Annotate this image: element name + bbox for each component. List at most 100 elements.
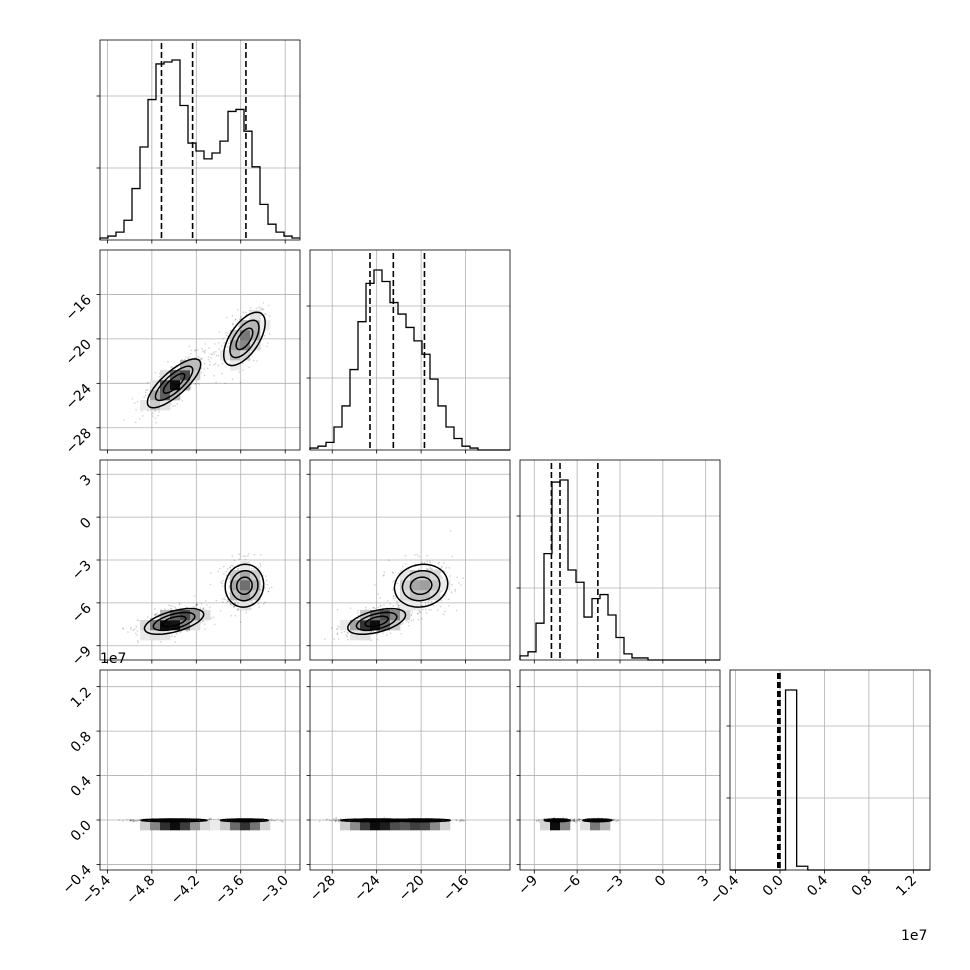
scatter-point-1-1-11 <box>218 567 221 570</box>
scatter-point-1-0-284 <box>154 613 156 616</box>
scatter-point-0-1-66 <box>225 316 228 319</box>
density-cell-0-5-4 <box>150 400 161 411</box>
scatter-point-2-1-276 <box>441 590 443 592</box>
scatter-point-0-1-40 <box>234 318 237 321</box>
scatter-point-1-1-141 <box>233 602 236 604</box>
scatter-point-4-0-178 <box>335 819 337 822</box>
scatter-point-0-0-443 <box>167 360 169 363</box>
density-p0-p3 <box>118 817 284 831</box>
scatter-point-3-1-150 <box>270 819 273 822</box>
contour-2-1-2 <box>409 576 433 596</box>
density-cell-2-10-6 <box>410 590 421 601</box>
density-cell-0-15-10 <box>250 340 261 351</box>
scatter-point-1-0-210 <box>204 628 206 630</box>
scatter-point-0-0-218 <box>203 362 206 365</box>
scatter-point-3-0-28 <box>132 819 134 821</box>
scatter-point-2-0-389 <box>346 631 349 634</box>
scatter-point-1-1-314 <box>262 602 265 605</box>
contour-1-1-2 <box>235 576 253 596</box>
scatter-point-1-0-337 <box>202 607 205 609</box>
scatter-point-3-1-105 <box>274 819 276 822</box>
scatter-point-2-0-24 <box>407 621 410 624</box>
density-cell-2-3-3 <box>340 620 351 631</box>
scatter-point-1-0-106 <box>127 631 129 633</box>
scatter-point-2-0-206 <box>418 611 421 613</box>
scatter-point-1-1-18 <box>236 609 239 612</box>
scatter-point-0-0-429 <box>201 347 203 350</box>
scatter-point-3-0-412 <box>132 820 135 822</box>
scatter-point-2-0-139 <box>410 614 412 617</box>
scatter-point-4-1-164 <box>461 819 464 822</box>
scatter-point-2-1-70 <box>416 612 419 615</box>
scatter-point-1-0-523 <box>203 608 205 611</box>
scatter-point-0-0-238 <box>209 360 211 363</box>
scatter-point-2-0-106 <box>330 627 333 629</box>
scatter-point-2-0-308 <box>392 605 394 607</box>
scatter-point-3-1-335 <box>280 820 283 822</box>
scatter-point-1-0-201 <box>121 627 124 630</box>
density-cell-3-5-4 <box>150 820 161 831</box>
scatter-point-0-0-492 <box>154 417 157 419</box>
scatter-point-1-0-184 <box>156 612 158 615</box>
density-cell-0-15-13 <box>250 310 261 321</box>
scatter-point-2-1-311 <box>440 567 443 569</box>
scatter-point-1-0-407 <box>122 627 125 630</box>
scatter-point-0-0-234 <box>199 357 202 360</box>
contour-1-0-0 <box>143 607 205 636</box>
scatter-point-1-0-319 <box>135 632 137 635</box>
scatter-point-3-0-475 <box>134 819 137 822</box>
scatter-point-0-1-98 <box>246 313 248 316</box>
scatter-point-3-0-531 <box>210 818 212 821</box>
scatter-point-1-0-365 <box>149 617 152 620</box>
scatter-point-3-0-42 <box>135 820 138 823</box>
scatter-point-0-1-200 <box>225 334 228 337</box>
scatter-point-1-0-332 <box>137 641 140 643</box>
scatter-point-1-0-408 <box>178 603 181 606</box>
density-cell-3-14-4 <box>240 820 251 831</box>
scatter-point-0-0-547 <box>200 367 203 370</box>
scatter-point-1-0-199 <box>147 616 149 618</box>
density-cell-0-14-9 <box>240 350 251 361</box>
scatter-point-2-0-294 <box>397 604 400 607</box>
scatter-point-0-0-14 <box>188 345 191 348</box>
contour-1-1-1 <box>230 569 259 602</box>
scatter-point-3-1-258 <box>272 819 275 822</box>
density-cell-2-5-4 <box>360 610 371 621</box>
scatter-point-0-0-382 <box>210 357 212 359</box>
density-cell-2-11-6 <box>420 590 431 601</box>
scatter-point-2-1-114 <box>418 568 420 571</box>
scatter-point-1-1-154 <box>223 598 226 601</box>
scatter-point-2-0-289 <box>411 611 414 613</box>
scatter-point-1-0-13 <box>203 623 206 626</box>
scatter-point-0-1-191 <box>261 307 263 310</box>
scatter-point-0-1-157 <box>263 312 266 315</box>
scatter-point-0-0-69 <box>198 383 200 385</box>
contour-0-1-0 <box>222 311 266 367</box>
scatter-point-4-0-98 <box>332 818 335 821</box>
scatter-point-1-0-21 <box>195 604 198 606</box>
scatter-point-1-0-349 <box>212 616 214 618</box>
scatter-point-2-0-446 <box>383 603 385 606</box>
scatter-point-2-0-94 <box>372 630 375 633</box>
scatter-point-1-1-233 <box>239 621 242 623</box>
scatter-point-2-0-262 <box>345 633 348 636</box>
scatter-point-1-1-19 <box>264 601 267 604</box>
scatter-point-0-0-289 <box>203 350 206 353</box>
scatter-point-2-0-6 <box>410 613 413 616</box>
scatter-point-3-0-318 <box>209 818 211 821</box>
scatter-point-0-1-38 <box>215 354 218 357</box>
scatter-point-0-1-315 <box>248 318 251 320</box>
scatter-point-0-1-150 <box>244 311 247 314</box>
scatter-point-2-0-142 <box>419 611 422 614</box>
scatter-point-2-0-91 <box>336 628 339 630</box>
scatter-point-0-1-163 <box>226 346 229 348</box>
scatter-point-1-1-59 <box>267 590 270 593</box>
scatter-point-1-1-77 <box>222 579 224 582</box>
scatter-point-1-0-404 <box>129 628 132 631</box>
density-cell-0-14-10 <box>240 340 251 351</box>
scatter-point-2-1-260 <box>429 561 431 564</box>
scatter-point-2-1-22 <box>397 606 399 609</box>
density-p1-p2 <box>323 530 464 642</box>
density-cell-0-15-12 <box>250 320 261 331</box>
contour-1-0-2 <box>161 615 187 628</box>
